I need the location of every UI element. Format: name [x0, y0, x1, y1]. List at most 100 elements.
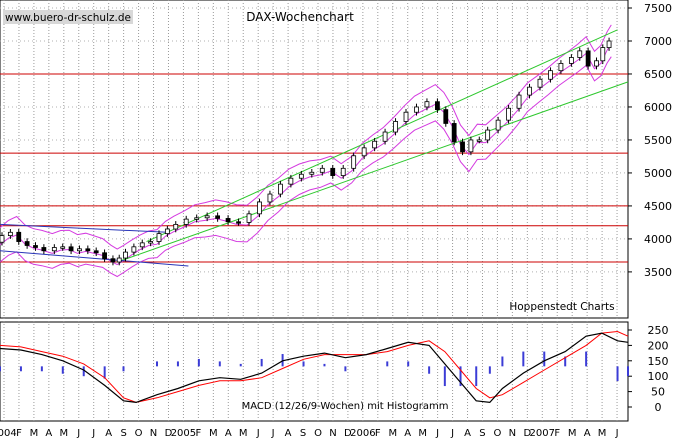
candle-body	[403, 111, 409, 122]
x-tick-label: J	[91, 428, 95, 439]
channel-lower	[0, 250, 189, 267]
candle-body	[110, 258, 116, 263]
x-tick-label: M	[30, 428, 39, 439]
candle-body	[267, 193, 273, 203]
candle-body	[516, 94, 522, 109]
macd-y-tick-label: 50	[651, 386, 665, 399]
x-tick-label: N	[150, 428, 157, 439]
x-tick-label: 2006	[350, 428, 375, 439]
candle-body	[148, 241, 154, 244]
macd-signal-line	[0, 330, 629, 403]
x-tick-label: D	[344, 428, 352, 439]
x-tick-label: M	[59, 428, 68, 439]
channel-upper	[0, 223, 168, 233]
candle-body	[485, 129, 491, 141]
source-badge-bg	[3, 10, 133, 24]
macd-y-tick-label: 200	[648, 339, 669, 352]
x-tick-label: N	[509, 428, 516, 439]
candle-body	[173, 223, 179, 230]
y-tick-label: 6000	[644, 101, 672, 114]
x-tick-label: 2007	[530, 428, 555, 439]
x-tick-label: F	[195, 428, 201, 439]
x-tick-label: S	[120, 428, 126, 439]
y-tick-label: 4000	[644, 233, 672, 246]
x-tick-label: F	[16, 428, 22, 439]
candle-body	[585, 50, 591, 67]
x-tick-label: M	[598, 428, 607, 439]
candle-body	[93, 250, 99, 254]
x-tick-label: M	[568, 428, 577, 439]
candle-body	[577, 50, 583, 58]
candle-body	[77, 248, 82, 252]
candle-body	[7, 231, 13, 237]
x-tick-label: A	[464, 428, 471, 439]
source-badge: www.buero-dr-schulz.de	[5, 12, 131, 24]
candle-body	[236, 221, 241, 224]
candle-body	[183, 218, 189, 225]
candle-body	[298, 173, 304, 179]
candle-body	[382, 131, 388, 142]
x-tick-label: 2005	[171, 428, 196, 439]
x-tick-label: M	[209, 428, 218, 439]
y-tick-label: 5500	[644, 134, 672, 147]
candle-body	[24, 241, 30, 246]
candle-body	[424, 101, 430, 108]
y-tick-label: 4500	[644, 200, 672, 213]
x-tick-label: O	[314, 428, 322, 439]
candle-body	[225, 218, 231, 223]
x-tick-label: J	[76, 428, 80, 439]
candle-body	[537, 78, 543, 88]
candle-body	[85, 248, 91, 252]
macd-line	[0, 332, 629, 404]
candle-body	[594, 60, 599, 67]
x-tick-label: S	[479, 428, 485, 439]
candle-body	[309, 171, 315, 175]
x-tick-label: A	[105, 428, 112, 439]
x-tick-label: J	[450, 428, 454, 439]
candle-body	[330, 167, 336, 176]
candle-body	[319, 167, 325, 173]
candle-body	[288, 177, 294, 185]
candle-body	[476, 139, 482, 142]
candle-body	[414, 106, 419, 113]
candle-body	[393, 121, 398, 133]
candle-body	[351, 155, 357, 169]
candle-body	[102, 252, 107, 260]
x-tick-label: O	[493, 428, 501, 439]
candle-body	[215, 215, 221, 219]
x-tick-label: A	[45, 428, 52, 439]
candle-body	[460, 141, 465, 153]
candle-body	[568, 57, 574, 64]
candle-body	[131, 246, 137, 253]
candle-body	[0, 235, 5, 243]
x-tick-label: O	[135, 428, 143, 439]
y-tick-label: 5000	[644, 167, 672, 180]
x-tick-label: A	[584, 428, 591, 439]
x-tick-label: 2004	[0, 428, 17, 439]
candle-body	[443, 109, 449, 124]
macd-y-tick-label: 0	[655, 401, 662, 414]
macd-y-tick-label: 250	[648, 324, 669, 337]
x-tick-label: J	[256, 428, 260, 439]
x-tick-label: F	[554, 428, 560, 439]
candle-body	[60, 246, 66, 249]
candle-body	[204, 215, 210, 219]
candle-body	[246, 213, 252, 223]
bollinger-mid	[0, 43, 612, 266]
bollinger-lower	[0, 56, 612, 278]
x-tick-label: M	[239, 428, 248, 439]
x-tick-label: N	[329, 428, 336, 439]
candle-body	[156, 233, 162, 242]
y-tick-label: 6500	[644, 68, 672, 81]
candle-body	[194, 217, 200, 220]
macd-y-tick-label: 100	[648, 370, 669, 383]
x-tick-label: F	[375, 428, 381, 439]
candle-body	[495, 119, 501, 131]
candle-body	[600, 47, 606, 62]
candle-body	[468, 139, 474, 153]
candle-body	[51, 247, 57, 252]
x-tick-label: D	[165, 428, 173, 439]
x-tick-label: A	[285, 428, 292, 439]
x-tick-label: J	[615, 428, 619, 439]
